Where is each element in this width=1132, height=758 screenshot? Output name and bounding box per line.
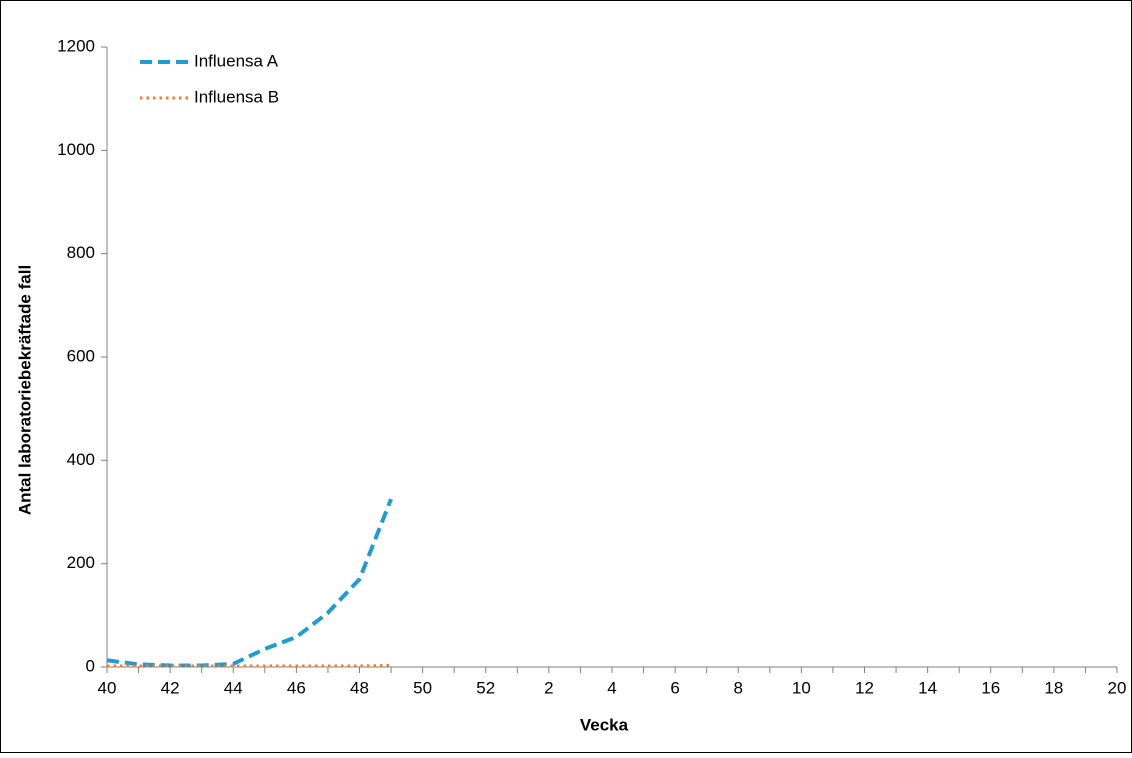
y-tick-label: 600 [67,346,95,365]
y-tick-label: 200 [67,553,95,572]
x-tick-label: 50 [413,678,432,697]
legend-label: Influensa A [194,51,279,70]
x-tick-label: 4 [607,678,616,697]
x-tick-label: 46 [287,678,306,697]
x-tick-label: 12 [855,678,874,697]
x-tick-label: 10 [792,678,811,697]
y-tick-label: 1200 [57,36,95,55]
x-tick-label: 8 [734,678,743,697]
x-tick-label: 42 [161,678,180,697]
x-tick-label: 44 [224,678,243,697]
x-tick-label: 52 [476,678,495,697]
data-line [107,663,392,668]
x-tick-label: 40 [98,678,117,697]
x-tick-label: 48 [350,678,369,697]
x-tick-label: 2 [544,678,553,697]
y-tick-label: 400 [67,450,95,469]
y-axis-label: Antal laboratoriebekräftade fall [15,265,34,515]
y-tick-label: 0 [86,656,95,675]
y-tick-label: 1000 [57,140,95,159]
x-tick-label: 20 [1108,678,1127,697]
x-tick-label: 6 [670,678,679,697]
x-tick-label: 16 [981,678,1000,697]
y-tick-label: 800 [67,243,95,262]
legend-label: Influensa B [194,87,279,106]
x-axis-label: Vecka [580,715,629,734]
x-tick-label: 14 [918,678,937,697]
x-tick-label: 18 [1044,678,1063,697]
